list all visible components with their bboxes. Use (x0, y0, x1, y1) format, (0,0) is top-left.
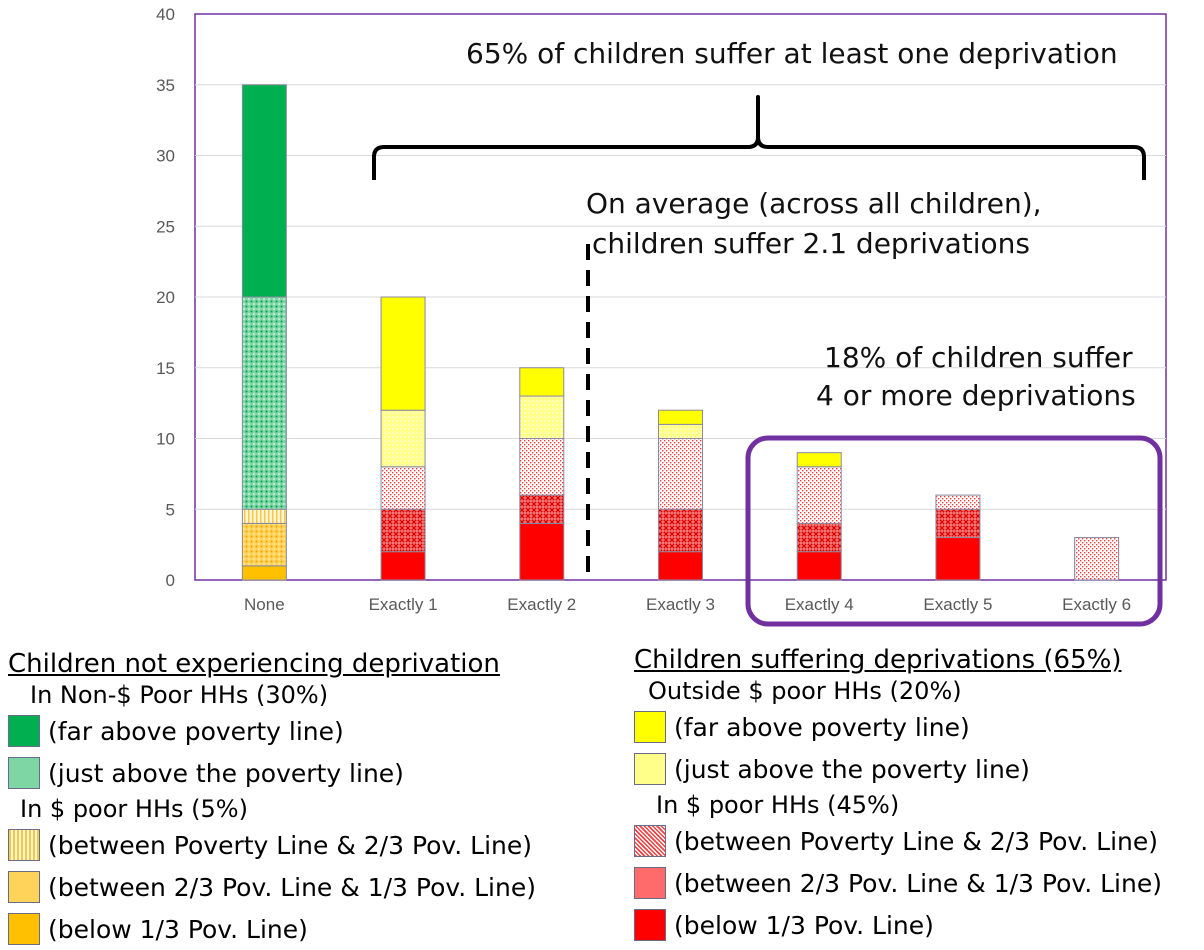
bar-segment-d_pov_line (380, 466, 426, 510)
bar-segment-d_far_above (658, 409, 703, 425)
bar-segment-d_below_third (658, 551, 703, 581)
x-axis: None Exactly 1 Exactly 2 Exactly 3 Exactly 4… (244, 595, 1131, 614)
legend-label: (just above the poverty line) (48, 758, 404, 788)
legend-label: (between Poverty Line & 2/3 Pov. Line) (48, 830, 533, 860)
bar-segment-d_two_third (796, 522, 842, 553)
bar-segment-d_two_third (658, 508, 703, 553)
bar-segment-np_below_third (241, 565, 287, 581)
legend-swatch (8, 913, 40, 945)
legend-item: (below 1/3 Pov. Line) (8, 908, 536, 950)
y-tick-label: 25 (156, 217, 175, 236)
legend-item: (between 2/3 Pov. Line & 1/3 Pov. Line) (8, 866, 536, 908)
y-axis: 0 5 10 15 20 25 30 35 40 (156, 5, 175, 590)
y-tick-label: 20 (156, 288, 175, 307)
x-tick-label: Exactly 6 (1062, 595, 1131, 614)
bar-segment-np_just_above (241, 296, 287, 510)
bar-segment-d_far_above (519, 367, 565, 397)
legend-swatch (8, 757, 40, 789)
bar-segment-d_pov_line (935, 494, 981, 510)
bar-segment-d_two_third (519, 494, 565, 524)
legend-swatch (634, 711, 666, 743)
bar-segment-d_far_above (796, 452, 842, 468)
legend-deprivation: Children suffering deprivations (65%) Ou… (634, 644, 1162, 946)
legend-swatch (8, 871, 40, 903)
chart: 0 5 10 15 20 25 30 35 40 None Exactly 1 Exactly 2 E… (156, 5, 1167, 627)
legend-swatch (8, 715, 40, 747)
legend-item: (between 2/3 Pov. Line & 1/3 Pov. Line) (634, 862, 1162, 904)
x-tick-label: Exactly 4 (785, 595, 854, 614)
bar-segment-np_two_third (241, 522, 287, 567)
legend-subheading: In $ poor HHs (45%) (656, 791, 900, 819)
average-annotation-line2: children suffer 2.1 deprivations (592, 227, 1030, 260)
legend-item: (far above poverty line) (634, 706, 1162, 748)
legend-label: (far above poverty line) (674, 712, 970, 742)
legend-item: (between Poverty Line & 2/3 Pov. Line) (8, 824, 536, 866)
legend-label: (below 1/3 Pov. Line) (48, 914, 308, 944)
brace (372, 95, 1146, 180)
y-tick-label: 0 (166, 571, 175, 590)
highlight-box (745, 435, 1163, 627)
legend-label: (between 2/3 Pov. Line & 1/3 Pov. Line) (48, 872, 536, 902)
bar-segment-d_below_third (935, 537, 981, 581)
legend-heading: Children not experiencing deprivation (8, 649, 500, 679)
legend-label: (between Poverty Line & 2/3 Pov. Line) (674, 826, 1159, 856)
bar-segment-d_pov_line (796, 466, 842, 524)
legend-heading: Children suffering deprivations (65%) (634, 645, 1122, 675)
y-tick-label: 10 (156, 430, 175, 449)
x-tick-label: Exactly 1 (369, 595, 438, 614)
legend-swatch (634, 909, 666, 941)
bar-segment-d_pov_line (1074, 537, 1120, 581)
legend-swatch (8, 829, 40, 861)
legend-item: (far above poverty line) (8, 710, 536, 752)
legend-label: (just above the poverty line) (674, 754, 1030, 784)
bar-segment-d_below_third (796, 551, 842, 581)
legend-item: (just above the poverty line) (8, 752, 536, 794)
bars (241, 84, 1120, 581)
x-tick-label: Exactly 5 (923, 595, 992, 614)
legend-label: (between 2/3 Pov. Line & 1/3 Pov. Line) (674, 868, 1162, 898)
bar-segment-d_two_third (935, 508, 981, 539)
x-tick-label: Exactly 3 (646, 595, 715, 614)
legend-subheading: Outside $ poor HHs (20%) (648, 677, 962, 705)
bar-segment-np_pov_line (241, 508, 287, 524)
legend-label: (far above poverty line) (48, 716, 344, 746)
y-tick-label: 35 (156, 76, 175, 95)
y-tick-label: 15 (156, 359, 175, 378)
legend-swatch (634, 825, 666, 857)
y-tick-label: 40 (156, 5, 175, 24)
legend-subheading: In Non-$ Poor HHs (30%) (30, 681, 329, 709)
y-tick-label: 5 (166, 500, 175, 519)
four-plus-annotation-line2: 4 or more deprivations (816, 379, 1136, 412)
bar-segment-d_just_above (380, 409, 426, 468)
y-tick-label: 30 (156, 147, 175, 166)
legend-item: (below 1/3 Pov. Line) (634, 904, 1162, 946)
bar-segment-np_far_above (241, 84, 287, 298)
legend-item: (between Poverty Line & 2/3 Pov. Line) (634, 820, 1162, 862)
bar-segment-d_below_third (380, 551, 426, 581)
legend-item: (just above the poverty line) (634, 748, 1162, 790)
x-tick-label: Exactly 2 (507, 595, 576, 614)
bar-segment-d_pov_line (658, 438, 703, 510)
legend-no-deprivation: Children not experiencing deprivation In… (8, 648, 536, 950)
bar-segment-d_pov_line (519, 438, 565, 496)
bar-segment-d_just_above (519, 395, 565, 439)
bar-segment-d_far_above (380, 296, 426, 411)
legend-swatch (634, 753, 666, 785)
bar-segment-d_just_above (658, 423, 703, 440)
legend-label: (below 1/3 Pov. Line) (674, 910, 934, 940)
headline-annotation: 65% of children suffer at least one depr… (466, 37, 1118, 70)
x-tick-label: None (244, 595, 285, 614)
four-plus-annotation-line1: 18% of children suffer (824, 341, 1133, 374)
average-annotation-line1: On average (across all children), (586, 187, 1042, 220)
bar-segment-d_below_third (519, 522, 565, 581)
bar-segment-d_two_third (380, 508, 426, 553)
legend-subheading: In $ poor HHs (5%) (20, 795, 248, 823)
legend-swatch (634, 867, 666, 899)
